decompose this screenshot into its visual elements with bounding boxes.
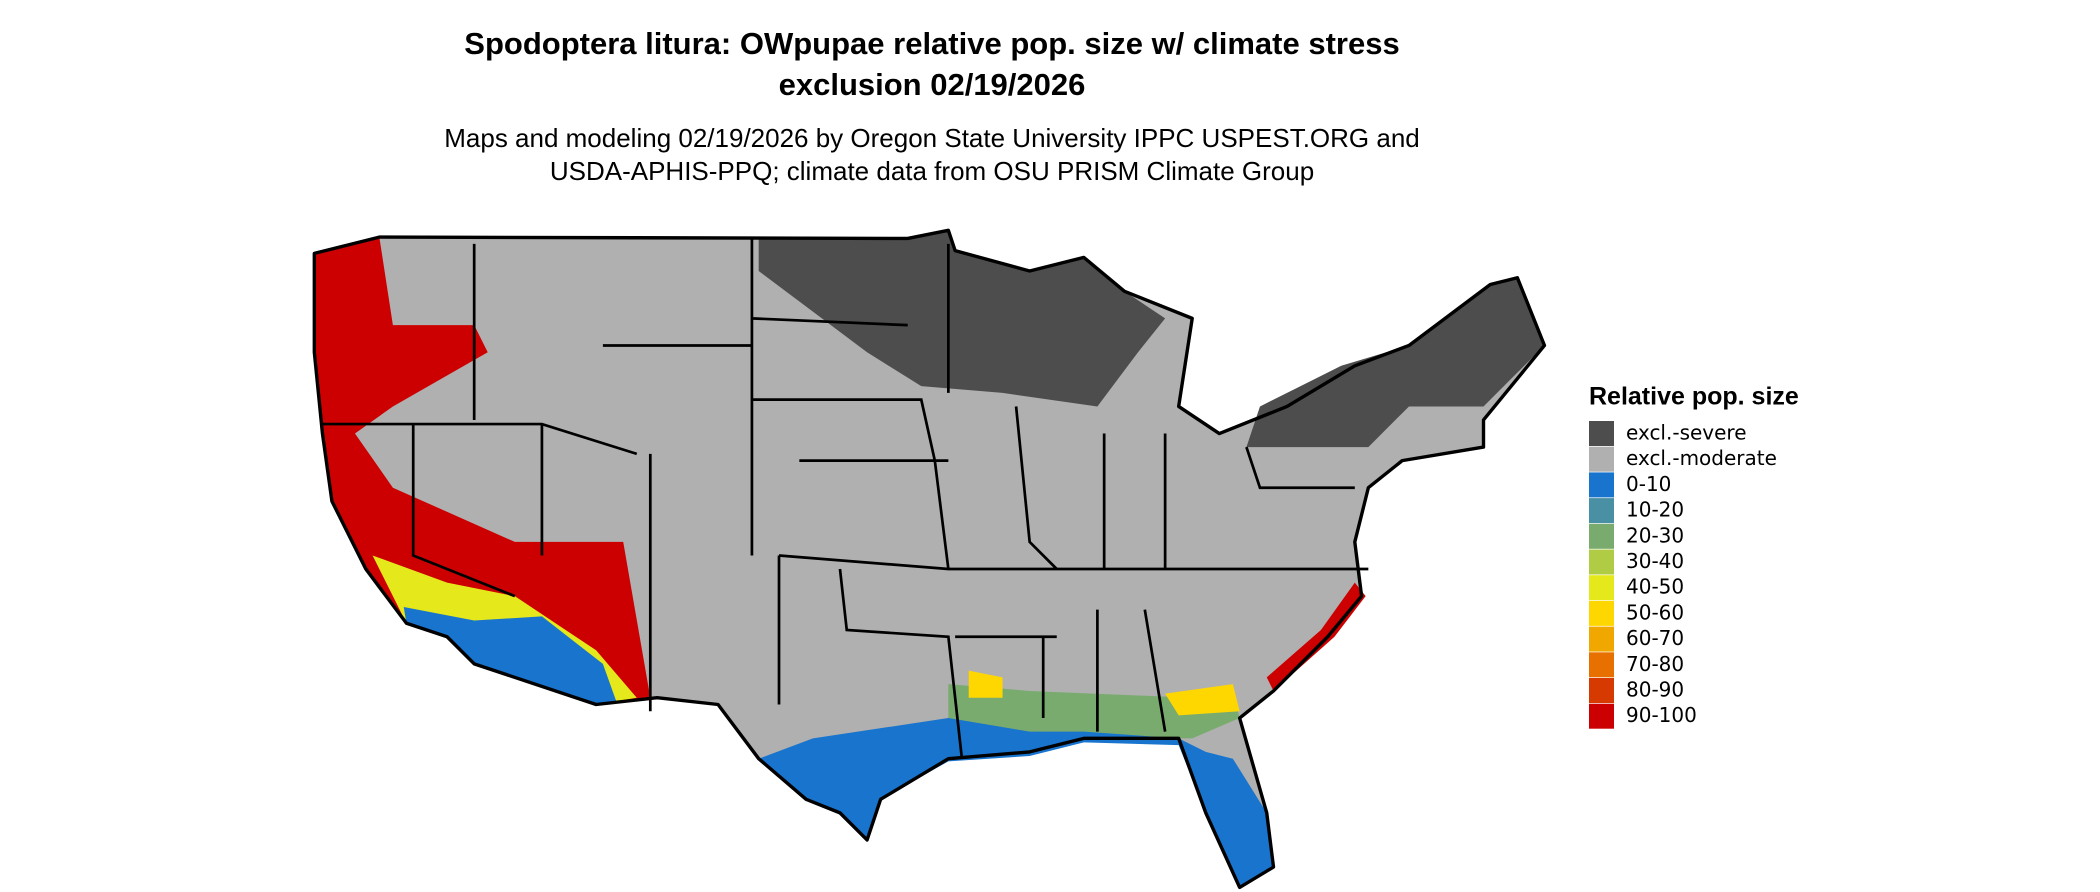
legend-swatch <box>1589 626 1614 652</box>
title-line: exclusion 02/19/2026 <box>779 67 1086 102</box>
legend-label: 30-40 <box>1626 549 1684 573</box>
yellow-gulf <box>968 670 1240 716</box>
legend-swatch <box>1589 472 1614 498</box>
legend-swatch <box>1589 703 1614 729</box>
title-line: Spodoptera litura: OWpupae relative pop.… <box>464 26 1399 61</box>
legend-swatch <box>1589 600 1614 626</box>
us-outline <box>312 228 1547 890</box>
legend-label: 40-50 <box>1626 575 1684 599</box>
legend-swatch <box>1589 498 1614 524</box>
legend-label: 60-70 <box>1626 626 1684 650</box>
us-land <box>314 230 1545 888</box>
legend-label: 20-30 <box>1626 523 1684 547</box>
low-southwest <box>403 606 617 705</box>
excl-severe-north <box>758 230 1166 407</box>
legend-label: 0-10 <box>1626 472 1671 496</box>
legend-swatch <box>1589 421 1614 446</box>
high-carolina <box>1266 582 1366 691</box>
legend-swatch <box>1589 446 1614 472</box>
legend-label: excl.-severe <box>1626 421 1747 445</box>
low-gulf <box>758 718 1274 888</box>
legend-swatch <box>1589 575 1614 601</box>
legend-label: 50-60 <box>1626 600 1684 624</box>
legend-label: excl.-moderate <box>1626 446 1777 470</box>
excl-severe-northeast <box>1246 277 1545 448</box>
legend-swatch <box>1589 549 1614 575</box>
legend-label: 80-90 <box>1626 678 1684 702</box>
legend-swatch <box>1589 652 1614 678</box>
legend-title: Relative pop. size <box>1589 383 1799 411</box>
legend-label: 70-80 <box>1626 652 1684 676</box>
legend: excl.-severeexcl.-moderate0-1010-2020-30… <box>1589 421 1777 729</box>
legend-label: 90-100 <box>1626 703 1697 727</box>
legend-swatch <box>1589 678 1614 703</box>
legend-label: 10-20 <box>1626 498 1684 522</box>
subtitle-line: USDA-APHIS-PPQ; climate data from OSU PR… <box>550 156 1314 186</box>
map <box>312 228 1547 890</box>
legend-swatch <box>1589 523 1614 549</box>
subtitle-line: Maps and modeling 02/19/2026 by Oregon S… <box>444 123 1420 153</box>
state-borders <box>322 238 1369 759</box>
